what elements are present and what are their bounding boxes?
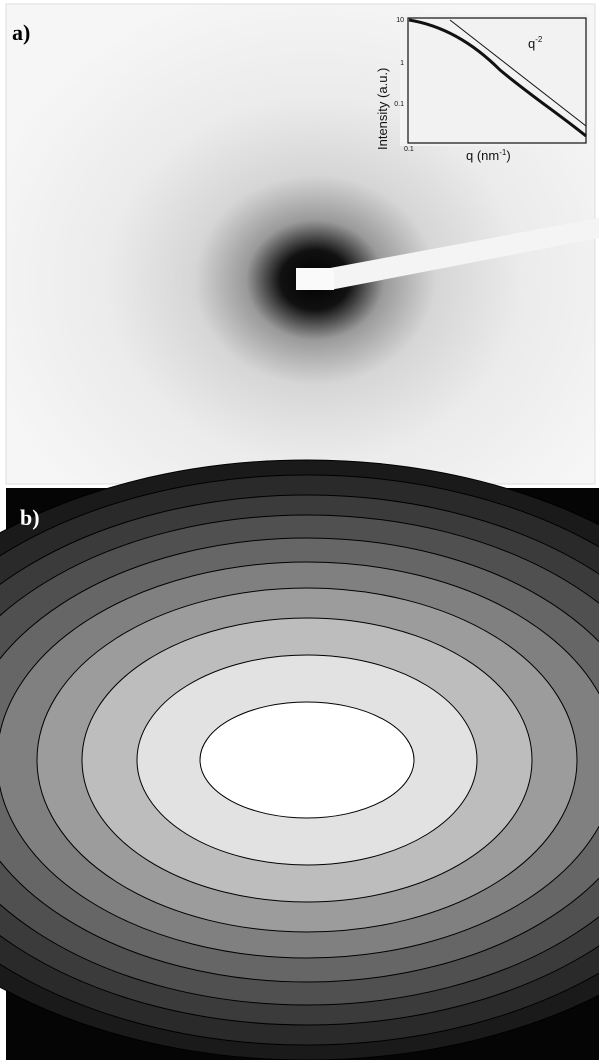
contour-level [200,702,414,818]
y-tick-label: 0.1 [394,101,404,108]
panel-label: b) [20,505,40,530]
annotation-main: q [528,36,535,51]
panel-b [0,460,599,1060]
panel-a: a) 10 1 0.1 0.1 Intensity (a.u.) q (nm-1… [6,4,599,484]
panel-label: a) [12,20,30,45]
annotation-sup: -2 [535,35,543,44]
inset-background [400,14,590,146]
beamstop [296,268,334,290]
inset-x-label-main: q (nm [466,148,499,163]
inset-plot: 10 1 0.1 0.1 Intensity (a.u.) q (nm-1) q… [375,14,590,163]
inset-y-label: Intensity (a.u.) [375,68,390,150]
inset-x-label-tail: ) [506,148,510,163]
y-tick-label: 1 [400,60,404,67]
figure: a) 10 1 0.1 0.1 Intensity (a.u.) q (nm-1… [0,0,599,1060]
x-tick-label: 0.1 [404,146,414,153]
y-tick-label: 10 [396,17,404,24]
